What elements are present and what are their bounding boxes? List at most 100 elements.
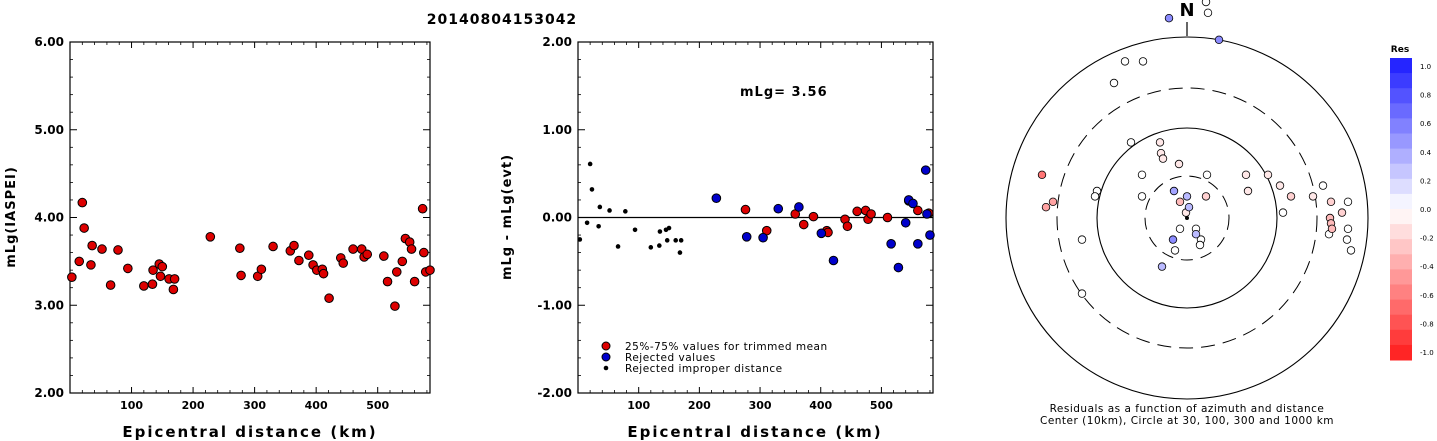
station-residual-point [1326, 197, 1336, 206]
station-residual-point [1169, 186, 1179, 196]
circle-1000km [1005, 36, 1369, 400]
data-point [139, 281, 149, 291]
colorbar-tick-label: 0.2 [1420, 177, 1431, 185]
data-point [678, 238, 684, 243]
data-point [798, 219, 809, 230]
data-point [886, 239, 896, 249]
y-tick-label: 2.00 [542, 35, 572, 49]
station-residual-point [1308, 192, 1318, 201]
colorbar-title: Res [1391, 45, 1409, 55]
data-point [577, 237, 583, 242]
data-point [86, 260, 96, 270]
data-point [842, 221, 853, 232]
data-point [673, 238, 679, 243]
colorbar-tick-label: 0.0 [1420, 206, 1431, 214]
data-point [587, 161, 593, 167]
data-point [97, 244, 107, 254]
data-point [584, 220, 590, 226]
station-residual-point [1175, 224, 1185, 233]
data-point [303, 250, 314, 261]
colorbar-swatch [1390, 344, 1412, 361]
mean-magnitude-annotation: mLg= 3.56 [740, 85, 828, 100]
colorbar-tick-label: -1.0 [1420, 349, 1434, 357]
station-residual-point [1077, 235, 1087, 244]
y-tick-label: 6.00 [34, 35, 64, 49]
data-point [852, 206, 862, 217]
data-point [657, 243, 662, 248]
panel-residual-vs-distance: Epicentral distance (km) mLg - mLg(evt) … [500, 35, 935, 441]
center-marker [1185, 216, 1189, 220]
station-residual-point [1158, 154, 1168, 163]
x-tick-label: 300 [243, 399, 266, 412]
colorbar-tick-label: -0.4 [1420, 263, 1434, 271]
station-residual-point [1327, 224, 1337, 233]
data-point [324, 293, 334, 304]
data-point [147, 279, 158, 289]
colorbar-swatch [1390, 269, 1412, 285]
station-residual-point [1174, 159, 1184, 169]
station-residual-point [1201, 0, 1211, 7]
circle-30km [1144, 175, 1230, 261]
x-tick-label: 200 [688, 399, 711, 412]
colorbar-swatch [1390, 73, 1412, 89]
data-point [920, 165, 931, 175]
data-point [289, 240, 299, 251]
data-point [925, 230, 935, 240]
station-residual-point [1164, 14, 1174, 23]
data-point [648, 245, 654, 250]
circle-100km [1096, 127, 1278, 309]
data-point [390, 301, 400, 311]
y-tick-label: 4.00 [34, 211, 64, 225]
data-point [589, 187, 595, 192]
data-point [607, 208, 612, 213]
data-point [866, 209, 876, 219]
station-residual-point [1286, 192, 1296, 201]
y-tick-label: 2.00 [34, 386, 64, 400]
station-residual-point [1275, 181, 1285, 190]
data-point [87, 240, 97, 251]
north-label: N [1179, 0, 1194, 21]
data-point [828, 255, 839, 266]
colorbar-swatch [1390, 178, 1412, 195]
data-point [205, 232, 216, 242]
colorbar-swatch [1390, 58, 1412, 74]
data-point [406, 244, 417, 254]
y-tick-label: 1.00 [542, 123, 572, 137]
station-residual-point [1191, 229, 1201, 239]
x-tick-label: 500 [870, 399, 893, 412]
data-point [677, 250, 683, 255]
data-point [816, 228, 827, 239]
colorbar-swatch [1390, 329, 1412, 346]
data-point [632, 227, 638, 233]
data-point [79, 223, 89, 233]
data-point [397, 256, 408, 267]
colorbar-swatch [1390, 163, 1412, 180]
data-point [893, 262, 904, 273]
station-residual-point [1048, 197, 1058, 206]
station-residual-point [1342, 235, 1352, 244]
colorbar-tick-label: -0.6 [1420, 292, 1434, 300]
data-point [623, 209, 628, 214]
colorbar-swatch [1390, 299, 1412, 316]
data-point [148, 265, 158, 275]
data-point [105, 280, 116, 290]
x-tick-label: 400 [305, 399, 328, 412]
x-tick-label: 300 [749, 399, 772, 412]
colorbar-tick-label: 0.8 [1420, 92, 1431, 100]
y-axis-label: mLg - mLg(evt) [500, 154, 515, 280]
station-residual-point [1195, 240, 1205, 250]
station-residual-point [1337, 208, 1347, 217]
colorbar-swatch [1390, 224, 1412, 240]
data-point [900, 217, 911, 228]
station-residual-point [1041, 202, 1051, 212]
data-point [409, 276, 420, 287]
station-residual-point [1155, 138, 1165, 147]
x-tick-label: 100 [627, 399, 650, 412]
y-tick-label: -1.00 [537, 298, 572, 312]
colorbar-tick-label: 1.0 [1420, 63, 1431, 71]
data-point [419, 247, 429, 258]
station-residual-point [1126, 138, 1136, 147]
station-residual-point [1243, 186, 1253, 196]
data-point [664, 238, 670, 243]
data-point [666, 225, 672, 231]
